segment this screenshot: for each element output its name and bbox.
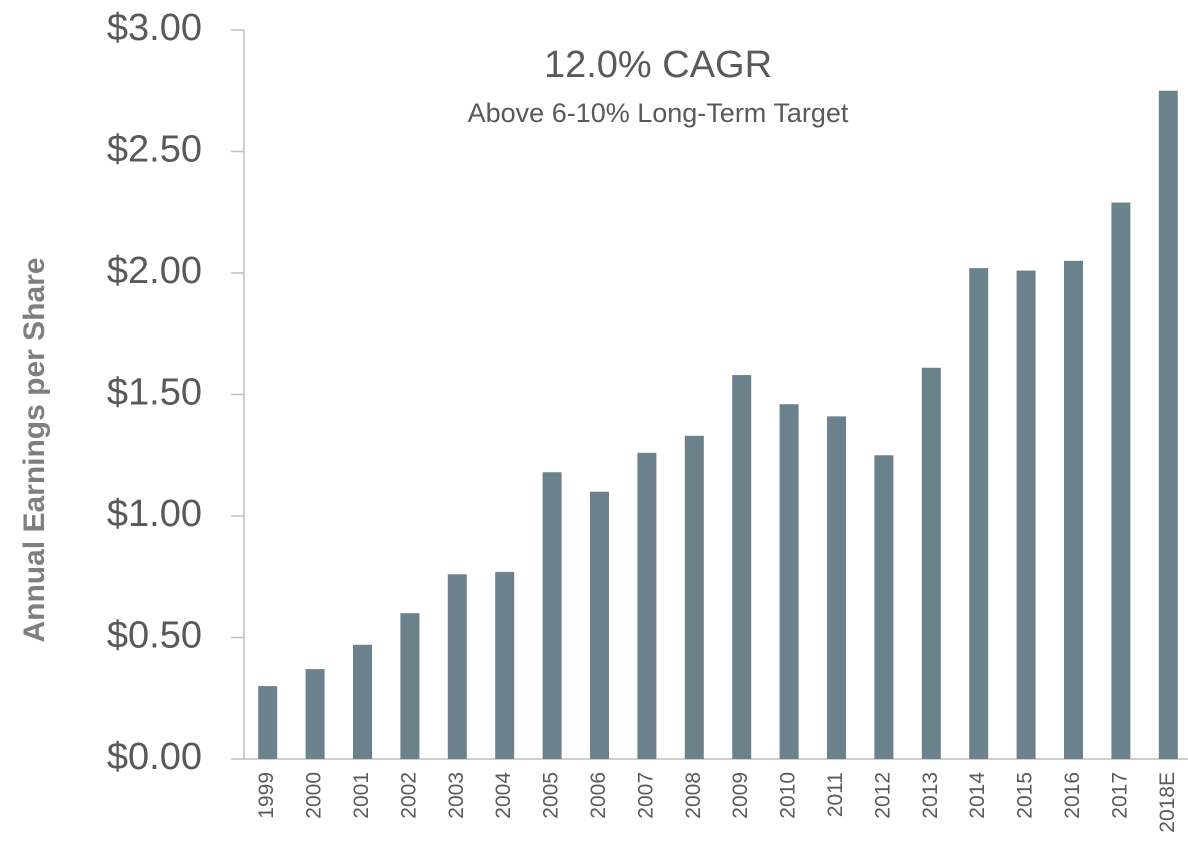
y-axis-label: Annual Earnings per Share [18,257,51,642]
bar [1064,260,1083,759]
x-tick-label: 2008 [682,772,705,819]
bar [969,268,989,759]
bar [258,686,278,759]
bar [874,455,894,759]
bar [779,404,799,759]
bar [637,452,657,759]
bar [921,367,941,759]
x-tick-label: 2004 [492,772,515,819]
y-tick-label: $0.00 [107,736,202,778]
x-tick-label: 2006 [587,772,610,819]
x-tick-label: 2015 [1014,772,1037,819]
bar [732,375,752,759]
y-tick-label: $2.50 [107,129,202,171]
x-tick-label: 2010 [777,772,800,819]
x-tick-label: 2002 [397,772,420,819]
x-tick-label: 1999 [255,772,278,819]
bar [1158,90,1178,759]
bar [542,472,562,759]
bar [305,669,325,759]
bar [353,644,372,759]
x-tick-label: 2017 [1108,772,1131,819]
bar [827,416,846,759]
x-tick-label: 2012 [871,772,894,819]
y-tick-label: $1.00 [107,493,202,535]
bar [590,491,609,759]
bar [1111,202,1131,759]
x-tick-label: 2016 [1061,772,1084,819]
bar [400,613,420,759]
x-tick-label: 2011 [824,772,847,817]
y-tick-label: $0.50 [107,615,202,657]
bar [447,574,467,759]
x-tick-label: 2005 [540,772,563,819]
x-tick-label: 2001 [350,772,373,819]
y-tick-label: $2.00 [107,250,202,292]
bar [1016,270,1036,759]
bar [495,571,515,759]
y-tick-label: $1.50 [107,372,202,414]
chart-title: 12.0% CAGR [544,44,772,86]
chart-subtitle: Above 6-10% Long-Term Target [468,98,849,128]
x-tick-label: 2007 [634,772,657,819]
x-tick-label: 2009 [729,772,752,819]
bar [684,435,704,759]
x-tick-label: 2013 [919,772,942,819]
x-tick-label: 2018E [1156,772,1179,833]
x-tick-label: 2014 [966,772,989,819]
x-tick-label: 2000 [303,772,326,819]
x-tick-label: 2003 [445,772,468,819]
y-tick-label: $3.00 [107,7,202,49]
